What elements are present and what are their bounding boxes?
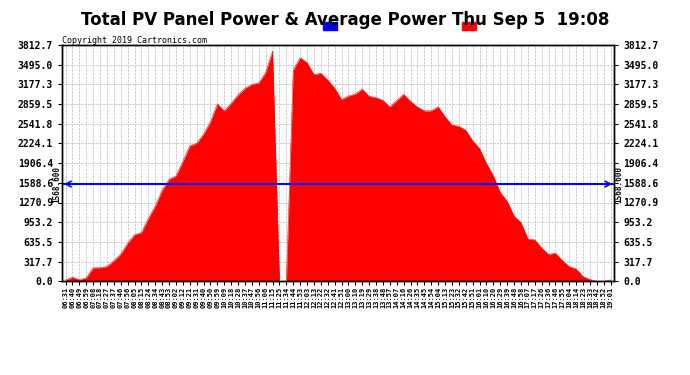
Text: Total PV Panel Power & Average Power Thu Sep 5  19:08: Total PV Panel Power & Average Power Thu… (81, 11, 609, 29)
Legend: Average  (DC Watts), PV Panels  (DC Watts): Average (DC Watts), PV Panels (DC Watts) (321, 19, 609, 33)
Text: 1568.600: 1568.600 (615, 165, 624, 202)
Text: 1568.600: 1568.600 (52, 165, 61, 202)
Text: Copyright 2019 Cartronics.com: Copyright 2019 Cartronics.com (62, 36, 207, 45)
